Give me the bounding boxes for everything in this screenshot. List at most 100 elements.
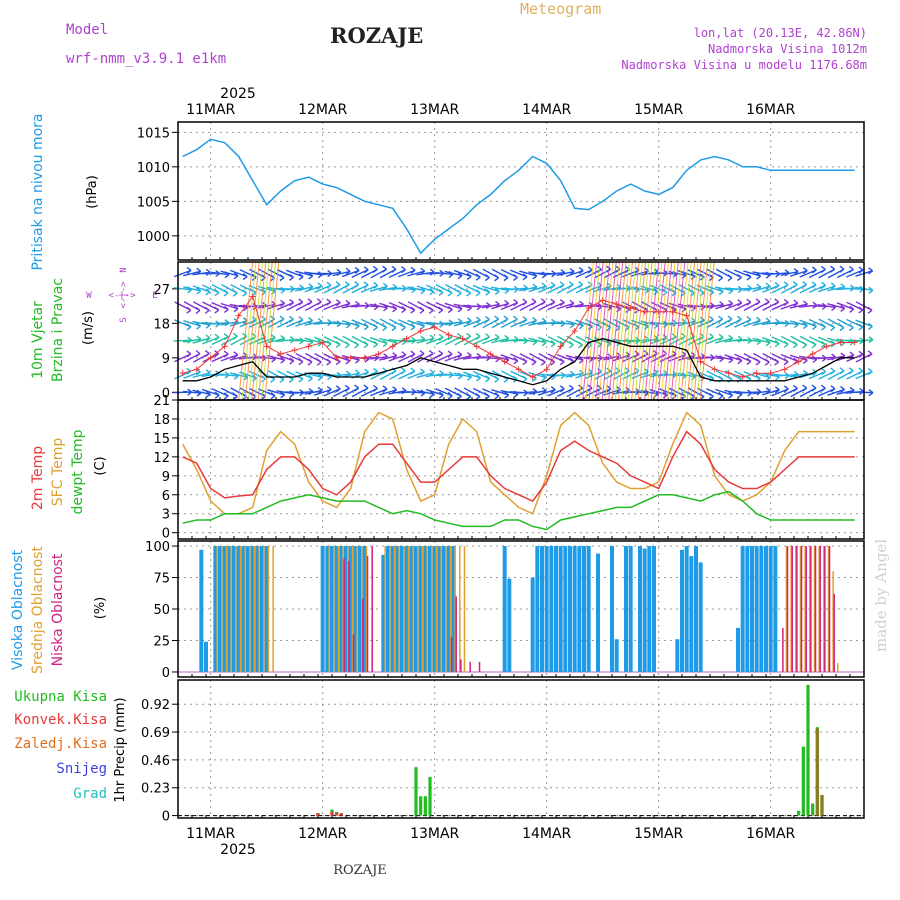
wind-arrow-head [858, 309, 864, 314]
wind-arrow [220, 302, 239, 310]
gust-hatch [614, 261, 630, 401]
wind-arrow-head [298, 273, 304, 278]
wind-arrow-head [513, 299, 519, 304]
wind-arrow [761, 321, 780, 326]
wind-arrow-head [391, 268, 397, 273]
cloud-mid-bar [263, 546, 265, 672]
wind-arrow [388, 301, 406, 311]
wind-arrow-head [466, 320, 472, 325]
wind-arrow-head [335, 340, 341, 346]
wind-arrow [369, 356, 388, 360]
gust-marker [641, 308, 648, 315]
gust-marker [809, 351, 816, 357]
wind-arrow [416, 320, 435, 326]
wind-arrow-head [335, 302, 341, 307]
wind-arrow-head [625, 341, 631, 346]
wind-arrow-head [279, 277, 285, 282]
bottom-day-label: 16MAR [746, 826, 795, 842]
precip-total-bar [806, 684, 810, 816]
cloud-high-bar [218, 546, 222, 672]
wind-arrow-head [746, 301, 752, 306]
bottom-day-label: 11MAR [186, 826, 235, 842]
wind-arrow-head [578, 267, 584, 272]
cloud-high-bar [250, 546, 255, 672]
wind-arrow-head [783, 340, 789, 345]
gust-marker [291, 347, 298, 354]
wind-arrow-head [802, 356, 808, 361]
wind-arrow-head [288, 315, 294, 320]
wind-barbs [173, 261, 874, 401]
wind-arrow-head [681, 308, 687, 313]
wind-arrow-head [308, 341, 314, 346]
wind-arrow-head [484, 274, 490, 279]
wind-arrow-head [830, 285, 836, 290]
wind-arrow [192, 285, 211, 293]
cloud-high-bar [642, 548, 647, 672]
wind-arrow [322, 271, 342, 276]
cloud-high-bar [689, 556, 694, 672]
wind-arrow-head [382, 268, 387, 273]
wind-arrow-head [765, 317, 771, 322]
wind-arrow-head [783, 301, 789, 306]
wind-arrow-head [429, 288, 435, 293]
wind-arrow-head [316, 301, 322, 306]
cloud-high-bar [451, 546, 456, 672]
wind-arrow-head [298, 319, 304, 324]
panel-frame [177, 679, 865, 819]
gust-hatch [604, 261, 620, 401]
wind-arrow-head [280, 299, 285, 304]
wind-arrow-head [410, 306, 416, 311]
wind-arrow-head [410, 370, 416, 375]
gust-marker [473, 343, 480, 350]
wind-arrow-head [279, 274, 285, 279]
wind-arrow [379, 389, 397, 396]
cloud-high-bar [386, 546, 390, 672]
compass-n: N [119, 267, 129, 272]
wind-arrow-head [756, 388, 762, 393]
model-elevation-label: Nadmorska Visina u modelu 1176.68m [621, 58, 867, 72]
cloud-high-bar [764, 546, 768, 672]
wind-arrow-head [410, 323, 416, 328]
wind-arrow-head [849, 308, 855, 313]
gust-hatch [241, 261, 257, 401]
wind-arrow-head [821, 323, 826, 328]
wind-arrow-head [541, 387, 547, 392]
y-tick-label: 6 [162, 489, 170, 504]
wind-arrow-head [280, 356, 286, 361]
wind-arrow-head [802, 267, 808, 272]
wind-arrow-head [867, 309, 873, 314]
wind-arrow-head [868, 389, 874, 394]
gust-marker [529, 374, 536, 380]
gust-hatch [618, 261, 634, 401]
wind-arrow-head [727, 375, 733, 380]
wind-arrow [603, 286, 621, 292]
wind-arrow-head [820, 384, 826, 389]
cloud-mid-bar [440, 546, 442, 672]
precip-frozen-bar [820, 795, 824, 816]
wind-arrow-head [308, 275, 314, 280]
wind-arrow-head [476, 306, 482, 311]
cloud-high-bar [241, 546, 246, 672]
panels: 1015101010051000271890211815129630100755… [137, 121, 874, 825]
wind-arrow-head [456, 332, 462, 337]
cloud-mid-bar [342, 546, 344, 672]
wind-arrow-head [783, 281, 789, 286]
wind-arrow [724, 354, 743, 362]
wind-arrow-head [289, 336, 295, 341]
wind-arrow-head [831, 353, 837, 358]
wind-arrow [463, 319, 481, 328]
wind-arrow-head [354, 269, 360, 275]
wind-arrow-head [812, 301, 818, 306]
cloud-high-bar [596, 553, 600, 672]
wind-arrow-head [326, 281, 332, 286]
wind-arrow-head [503, 315, 509, 320]
wind-arrow-head [859, 288, 865, 293]
wind-arrow [789, 270, 808, 277]
wind-arrow [846, 269, 864, 278]
wind-arrow-head [512, 375, 518, 380]
wind-arrow-head [830, 323, 836, 329]
gust-hatch [591, 261, 607, 401]
wind-arrow-head [774, 358, 780, 363]
top-day-label: 11MAR [186, 102, 235, 118]
wind-arrow [341, 269, 360, 278]
